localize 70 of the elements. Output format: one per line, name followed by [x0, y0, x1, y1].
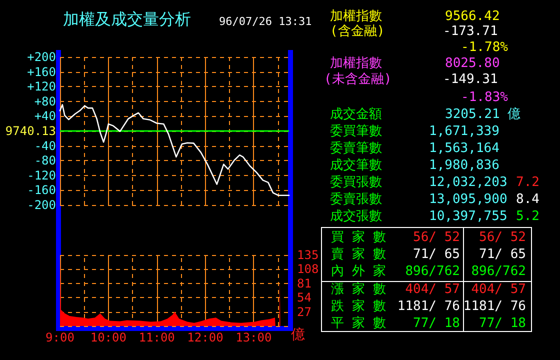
y-tick-label: +40 [34, 109, 56, 124]
text: 1181/ 76 [397, 299, 460, 315]
text: 404/ 57 [471, 282, 526, 298]
text: 加權指數 [330, 9, 382, 24]
text: -173.71 [443, 24, 498, 40]
text: 13,095,900 [429, 192, 508, 208]
text: 賣家數 [331, 247, 394, 263]
x-tick-label: 10:00 [90, 330, 126, 344]
y-tick-label: -80 [34, 154, 56, 168]
text: -1.83% [461, 90, 508, 106]
text: 7.2 [516, 175, 540, 191]
y-tick-label: 54 [297, 290, 312, 305]
y-tick-label: -200 [27, 198, 56, 212]
text: 5.2 [516, 209, 540, 225]
text: 9740.13 [5, 124, 56, 138]
y-tick-label: 135 [297, 248, 319, 262]
text: 8.4 [516, 192, 540, 208]
text: 77/ 18 [413, 316, 460, 332]
text: 成交張數 [330, 209, 382, 225]
y-tick-label: +120 [27, 80, 56, 94]
text: (含金融) [330, 24, 385, 40]
text: 漲家數 [331, 282, 394, 298]
text: 加權指數 [330, 56, 382, 72]
text: 56/ 52 [413, 230, 460, 246]
text: 71/ 65 [479, 247, 526, 263]
chart-subtitle: 96/07/26 13:31 [219, 15, 312, 28]
x-tick-label: 13:00 [236, 330, 272, 344]
text: 委賣張數 [330, 192, 382, 208]
text: 買家數 [331, 230, 394, 246]
y-tick-label: -120 [27, 168, 56, 182]
text: 1,671,339 [429, 124, 500, 140]
chart-title: 加權及成交量分析 [63, 10, 191, 28]
y-tick-label: +80 [34, 94, 56, 108]
text: 71/ 65 [413, 247, 460, 263]
text: 委賣筆數 [330, 141, 382, 157]
text: 委買張數 [330, 175, 382, 191]
text: 1,563,164 [429, 141, 500, 157]
text: 成交筆數 [330, 158, 382, 174]
text: 內外家 [331, 264, 394, 280]
text: 委買筆數 [330, 124, 382, 140]
x-tick-label: 12:00 [187, 330, 224, 344]
y-tick-label: +200 [27, 50, 56, 64]
text: 3205.21 億 [445, 107, 521, 123]
text: 8025.80 [445, 56, 500, 72]
text: (未含金融) [324, 72, 392, 88]
text: 77/ 18 [479, 316, 526, 332]
text: 跌家數 [331, 299, 394, 315]
y-tick-label: -40 [34, 138, 56, 153]
y-tick-label: 108 [297, 262, 319, 276]
text: 1,980,836 [429, 158, 500, 174]
text: 404/ 57 [405, 282, 460, 298]
text: -1.78% [461, 40, 508, 56]
x-tick-label: 9:00 [46, 330, 74, 344]
y-tick-label: 27 [297, 304, 312, 319]
text: 12,032,203 [429, 175, 508, 191]
line-series [59, 104, 290, 196]
text: 9566.42 [445, 9, 500, 25]
text: 10,397,755 [429, 209, 508, 225]
y-tick-label: -160 [27, 183, 56, 198]
text: 56/ 52 [479, 230, 526, 246]
text: 1181/ 76 [463, 299, 526, 315]
y-tick-label: 81 [297, 276, 312, 290]
text: 896/762 [471, 264, 526, 280]
y-tick-label: +160 [27, 64, 56, 79]
text: -149.31 [443, 72, 498, 88]
y-axis-title: 億 [291, 327, 305, 343]
text: 896/762 [405, 264, 460, 280]
text: 成交金額 [330, 107, 382, 123]
x-tick-label: 11:00 [138, 330, 175, 344]
text: 平家數 [331, 316, 394, 332]
